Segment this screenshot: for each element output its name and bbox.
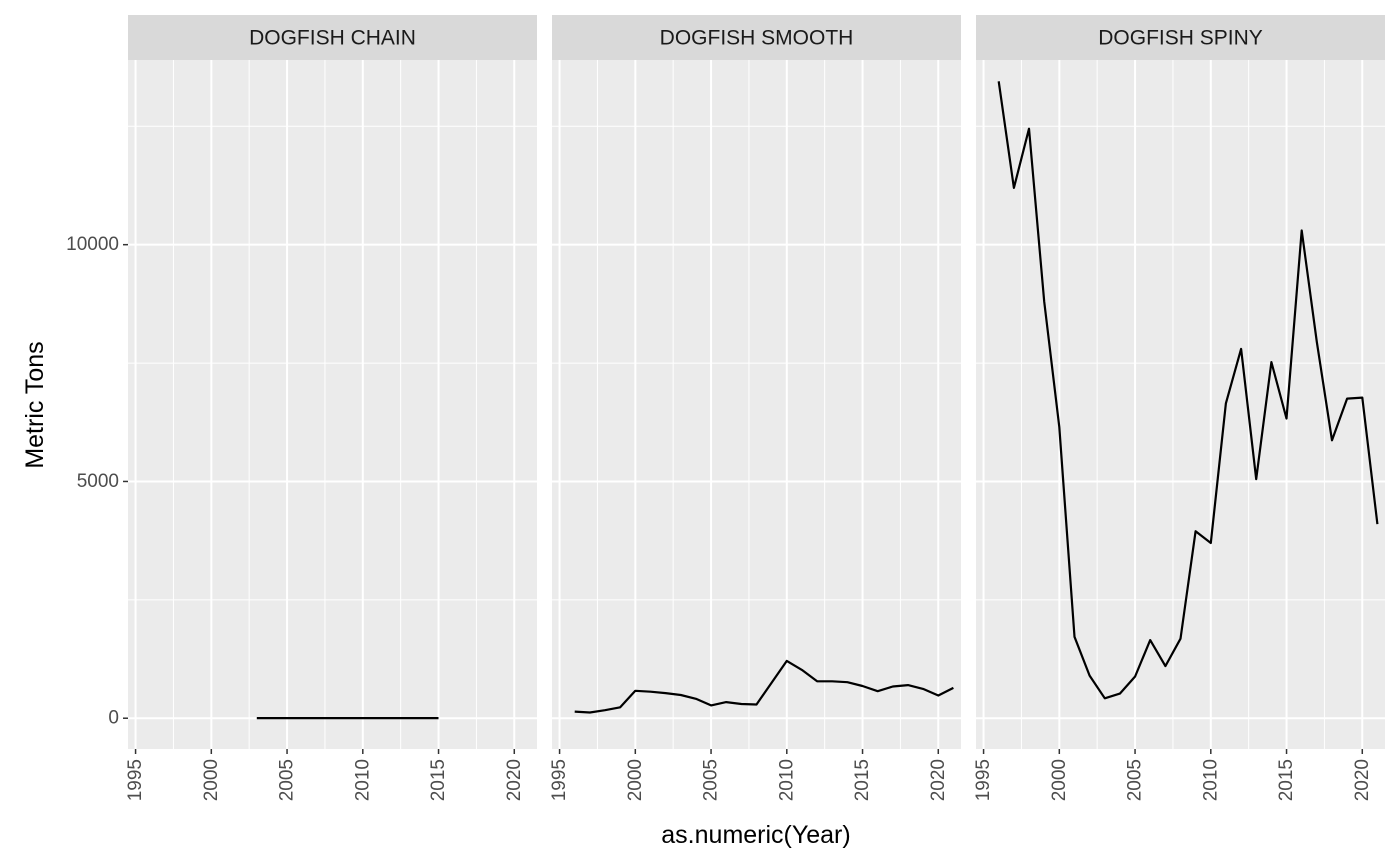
facet-strip-label: DOGFISH SMOOTH xyxy=(660,27,854,50)
panel-background xyxy=(128,60,537,749)
series-line xyxy=(997,81,1379,700)
facet-strip xyxy=(552,15,961,60)
panel-background xyxy=(976,60,1385,749)
x-tick-label: 2005 xyxy=(277,759,298,801)
facet-strip-label: DOGFISH SPINY xyxy=(1098,27,1263,50)
facet-panel: DOGFISH SPINY 1995 2000 2005 2010 2015 2020 xyxy=(973,15,1385,801)
x-tick-label: 2020 xyxy=(504,759,525,801)
x-tick-label: 1995 xyxy=(125,759,146,801)
x-tick-label: 2000 xyxy=(625,759,646,801)
x-tick-label: 2010 xyxy=(776,759,797,801)
x-tick-label: 2005 xyxy=(1125,759,1146,801)
x-tick-label: 2000 xyxy=(1049,759,1070,801)
series-line xyxy=(574,659,954,714)
y-tick-label: 0 xyxy=(108,708,119,729)
facet-strip-label: DOGFISH CHAIN xyxy=(249,27,416,50)
y-axis: 0 5000 10000 xyxy=(66,234,128,729)
y-axis-title: Metric Tons xyxy=(21,341,49,468)
facet-strip xyxy=(128,15,537,60)
facet-panel: DOGFISH CHAIN 1995 2000 2005 2010 2015 2020 xyxy=(125,15,537,801)
facet-strip xyxy=(976,15,1385,60)
x-tick-label: 2000 xyxy=(201,759,222,801)
y-tick-label: 5000 xyxy=(77,471,119,492)
x-tick-label: 2010 xyxy=(352,759,373,801)
x-tick-label: 2015 xyxy=(428,759,449,801)
x-tick-label: 1995 xyxy=(973,759,994,801)
x-tick-label: 2005 xyxy=(701,759,722,801)
x-tick-label: 2010 xyxy=(1200,759,1221,801)
x-tick-label: 2020 xyxy=(928,759,949,801)
facet-panel: DOGFISH SMOOTH 1995 2000 2005 2010 2015 2020 xyxy=(549,15,961,801)
x-tick-label: 2015 xyxy=(852,759,873,801)
x-axis-title: as.numeric(Year) xyxy=(661,821,850,849)
x-tick-label: 2015 xyxy=(1276,759,1297,801)
x-tick-label: 1995 xyxy=(549,759,570,801)
y-tick-label: 10000 xyxy=(66,234,119,255)
panel-background xyxy=(552,60,961,749)
x-tick-label: 2020 xyxy=(1352,759,1373,801)
